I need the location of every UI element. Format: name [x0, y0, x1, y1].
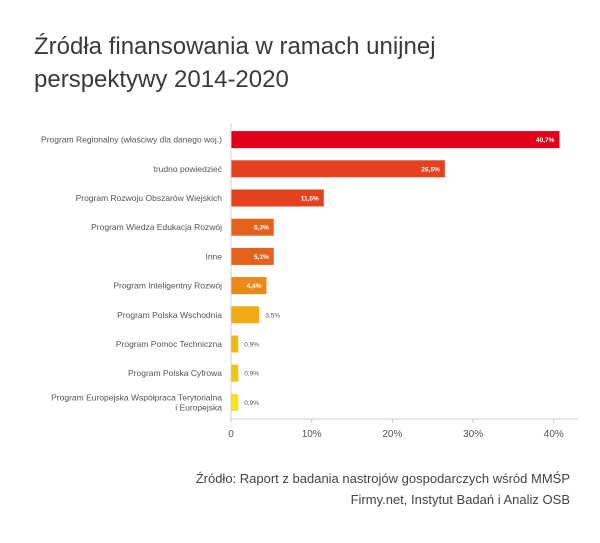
category-label: Inne	[205, 251, 222, 261]
category-label: trudno powiedzieć	[153, 164, 222, 174]
bar	[231, 306, 260, 324]
data-label: 11,5%	[301, 196, 319, 203]
x-tick-label: 20%	[382, 429, 402, 440]
source-line-2: Firmy.net, Instytut Badań i Analiz OSB	[350, 492, 570, 507]
data-label: 4,4%	[247, 283, 262, 290]
bar-chart: Program Regionalny (właściwy dla danego …	[41, 123, 578, 440]
data-label: 40,7%	[536, 137, 555, 144]
bar	[231, 277, 267, 295]
data-label: 26,5%	[421, 166, 440, 173]
chart-title-line-1: Źródła finansowania w ramach unijnej	[34, 33, 436, 60]
source-note: Źródło: Raport z badania nastrojów gospo…	[196, 468, 570, 510]
data-label: 5,3%	[254, 225, 269, 232]
bar	[231, 160, 445, 178]
source-line-1: Źródło: Raport z badania nastrojów gospo…	[195, 471, 570, 486]
category-label: Program Regionalny (właściwy dla danego …	[41, 135, 222, 145]
category-label: Program Wiedza Edukacja Rozwój	[91, 222, 222, 232]
data-label: 3,5%	[265, 312, 280, 319]
bar	[231, 189, 324, 207]
chart-title-line-2: perspektywy 2014-2020	[34, 66, 289, 93]
bar	[231, 131, 560, 149]
bar	[231, 335, 239, 353]
data-label: 0,9%	[244, 342, 259, 349]
category-label: Program Inteligentny Rozwój	[113, 281, 222, 291]
category-label: Program Europejska Współpraca Terytorial…	[51, 392, 222, 412]
bar	[231, 247, 274, 265]
bar	[231, 393, 239, 411]
data-label: 0,9%	[244, 400, 259, 407]
x-tick-label: 0	[228, 429, 234, 440]
data-label: 0,9%	[244, 371, 259, 378]
category-label: Program Polska Wschodnia	[117, 310, 222, 320]
x-tick-label: 40%	[544, 429, 564, 440]
category-label: Program Polska Cyfrowa	[128, 368, 222, 378]
chart-title: Źródła finansowania w ramach unijnej per…	[34, 30, 574, 96]
category-label: Program Rozwoju Obszarów Wiejskich	[76, 193, 223, 203]
x-tick-label: 10%	[302, 429, 322, 440]
bar	[231, 218, 274, 236]
bar	[231, 364, 239, 382]
x-tick-label: 30%	[463, 429, 483, 440]
data-label: 5,3%	[254, 254, 269, 261]
category-label: Program Pomoc Techniczna	[116, 339, 222, 349]
